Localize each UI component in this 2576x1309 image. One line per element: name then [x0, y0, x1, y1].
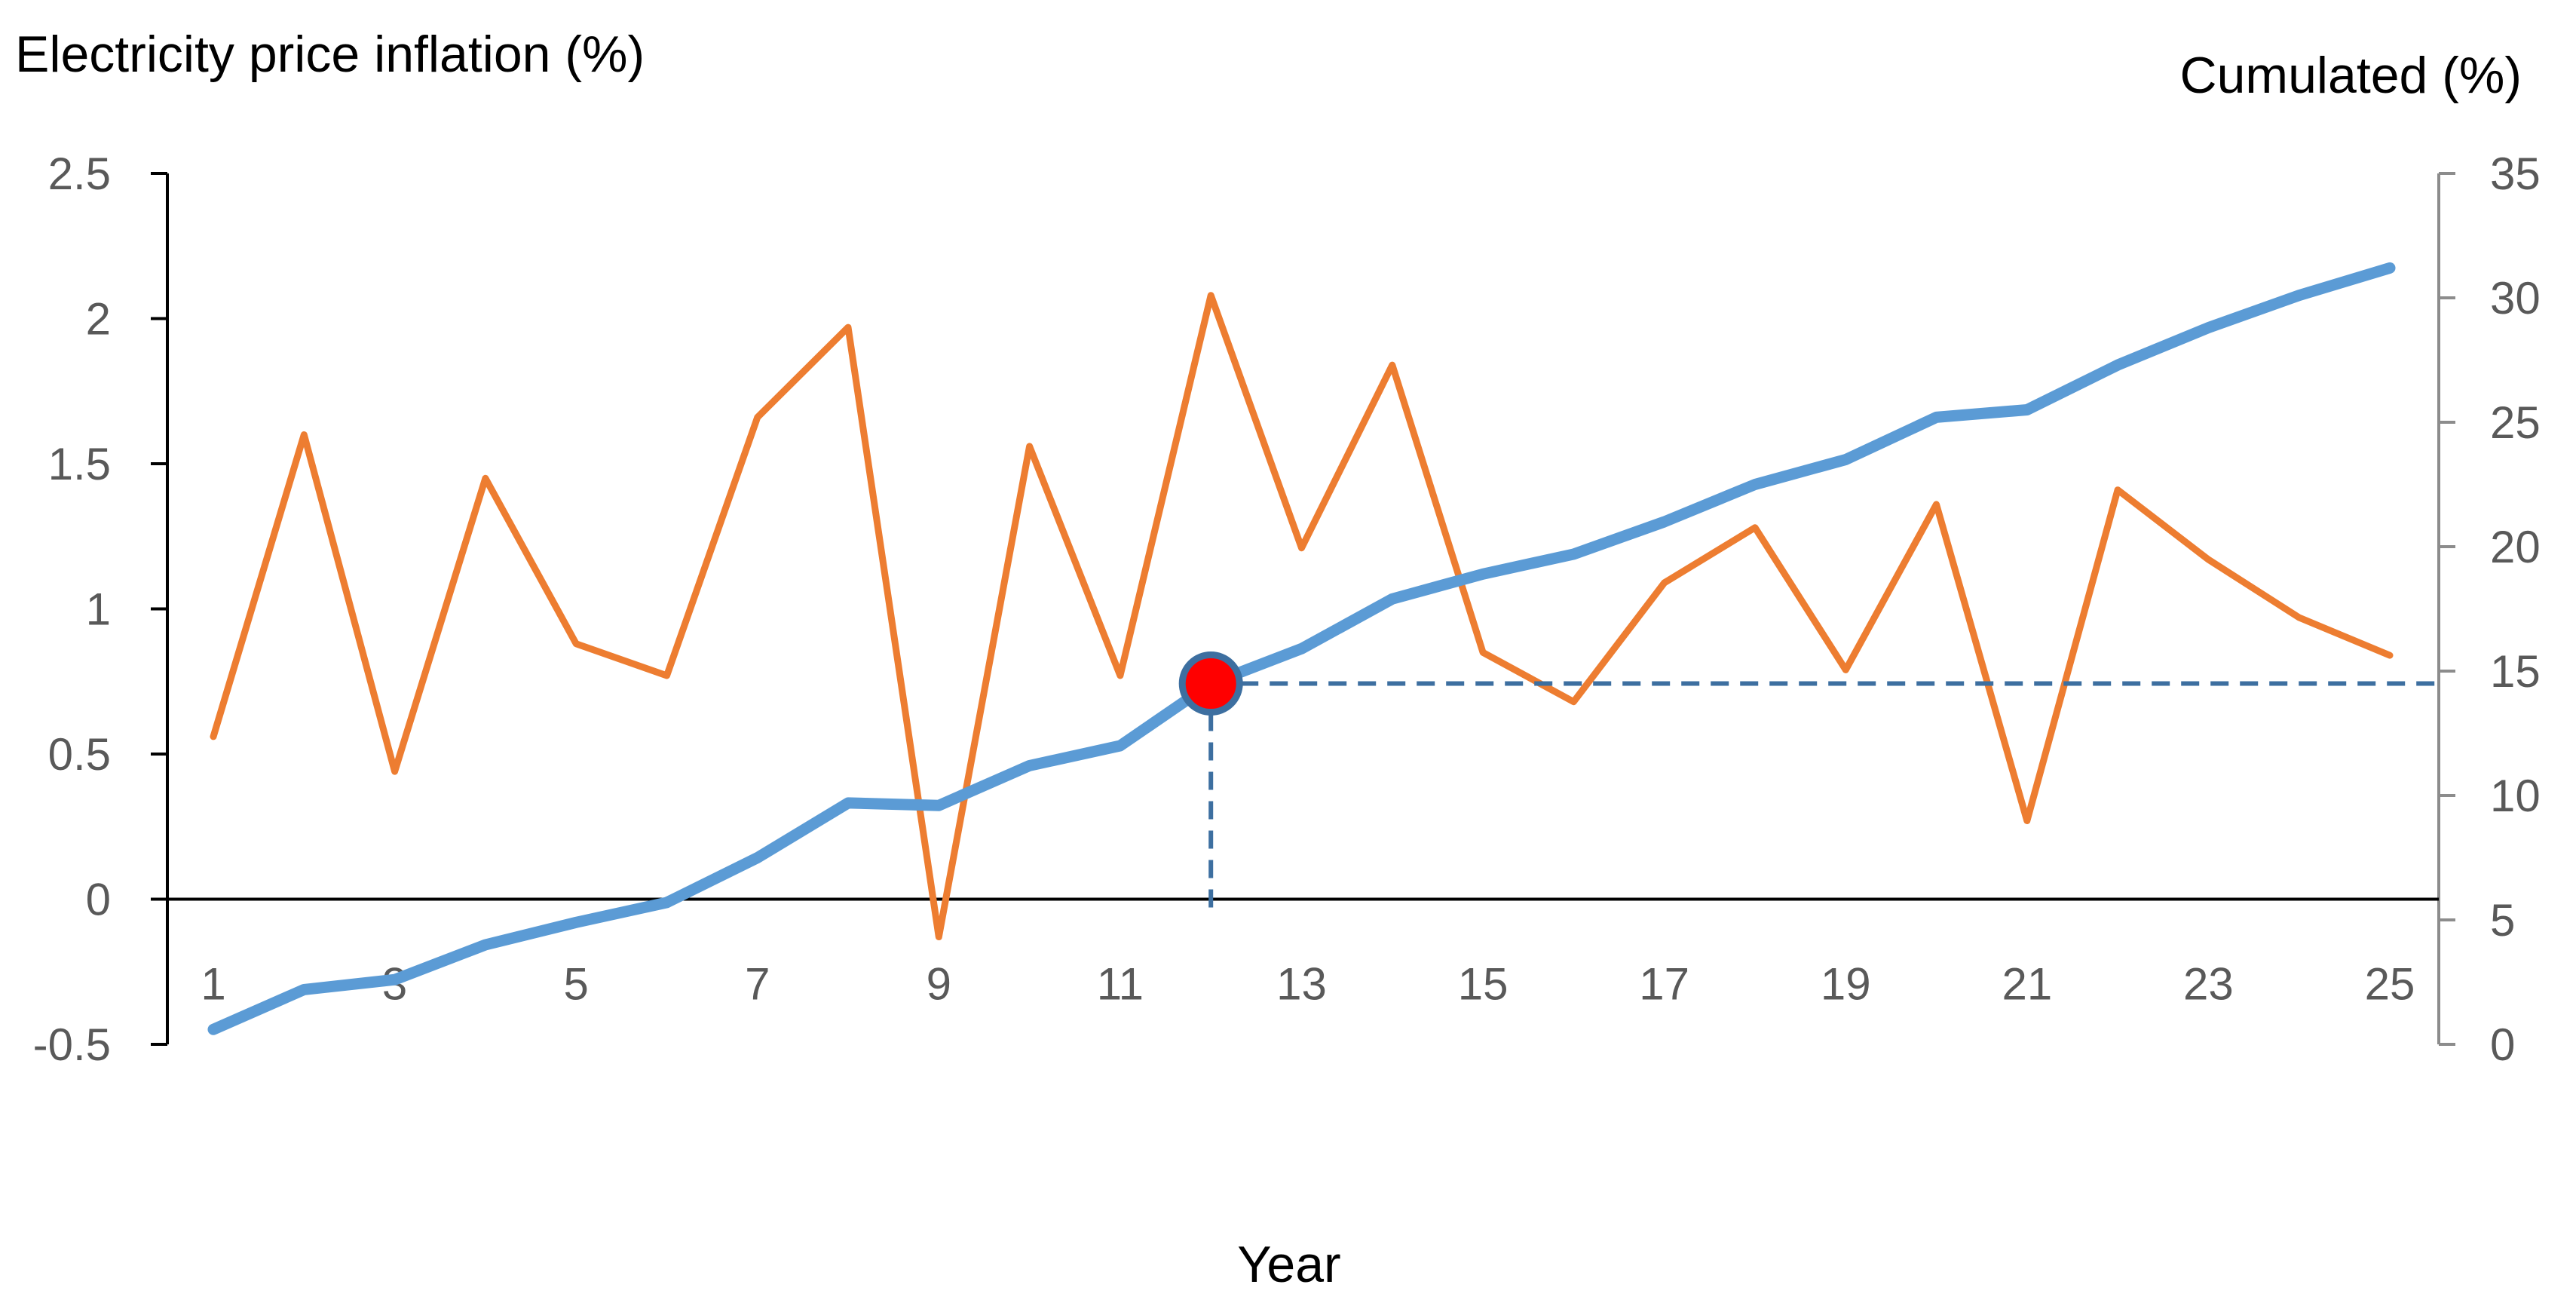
x-tick-label: 7: [745, 959, 770, 1010]
series-layer: [207, 262, 2396, 1035]
right-tick-label: 0: [2490, 1019, 2515, 1070]
x-tick-label: 5: [563, 959, 588, 1010]
x-tick-label: 13: [1276, 959, 1327, 1010]
left-tick-label: 0: [86, 875, 111, 925]
left-tick-label: 1.5: [48, 439, 111, 489]
right-tick-label: 35: [2490, 149, 2541, 199]
right-tick-label: 30: [2490, 273, 2541, 323]
cumulated-series-line: [207, 262, 2396, 1035]
left-tick-label: -0.5: [33, 1019, 111, 1070]
x-tick-label: 21: [2002, 959, 2052, 1010]
x-tick-label: 1: [201, 959, 225, 1010]
left-tick-label: 2: [86, 294, 111, 345]
x-tick-label: 11: [1097, 959, 1144, 1010]
left-tick-label: 0.5: [48, 729, 111, 780]
x-tick-label: 15: [1458, 959, 1509, 1010]
right-tick-label: 10: [2490, 771, 2541, 821]
x-tick-label: 23: [2183, 959, 2234, 1010]
left-axis-title: Electricity price inflation (%): [15, 26, 645, 83]
right-tick-label: 25: [2490, 397, 2541, 448]
x-tick-label: 25: [2365, 959, 2415, 1010]
left-tick-label: 2.5: [48, 149, 111, 199]
highlight-layer: [1178, 651, 2439, 913]
x-tick-label: 9: [927, 959, 951, 1010]
x-tick-label: 17: [1639, 959, 1689, 1010]
right-tick-label: 5: [2490, 895, 2515, 946]
inflation-series-line: [210, 292, 2394, 940]
x-tick-label: 19: [1821, 959, 1871, 1010]
highlight-marker: [1178, 651, 1243, 716]
left-tick-label: 1: [86, 584, 111, 635]
axes-layer: [166, 173, 2440, 1044]
right-tick-label: 15: [2490, 646, 2541, 697]
x-axis-title: Year: [1237, 1236, 1340, 1293]
right-axis-title: Cumulated (%): [2180, 47, 2522, 104]
right-tick-label: 20: [2490, 522, 2541, 572]
